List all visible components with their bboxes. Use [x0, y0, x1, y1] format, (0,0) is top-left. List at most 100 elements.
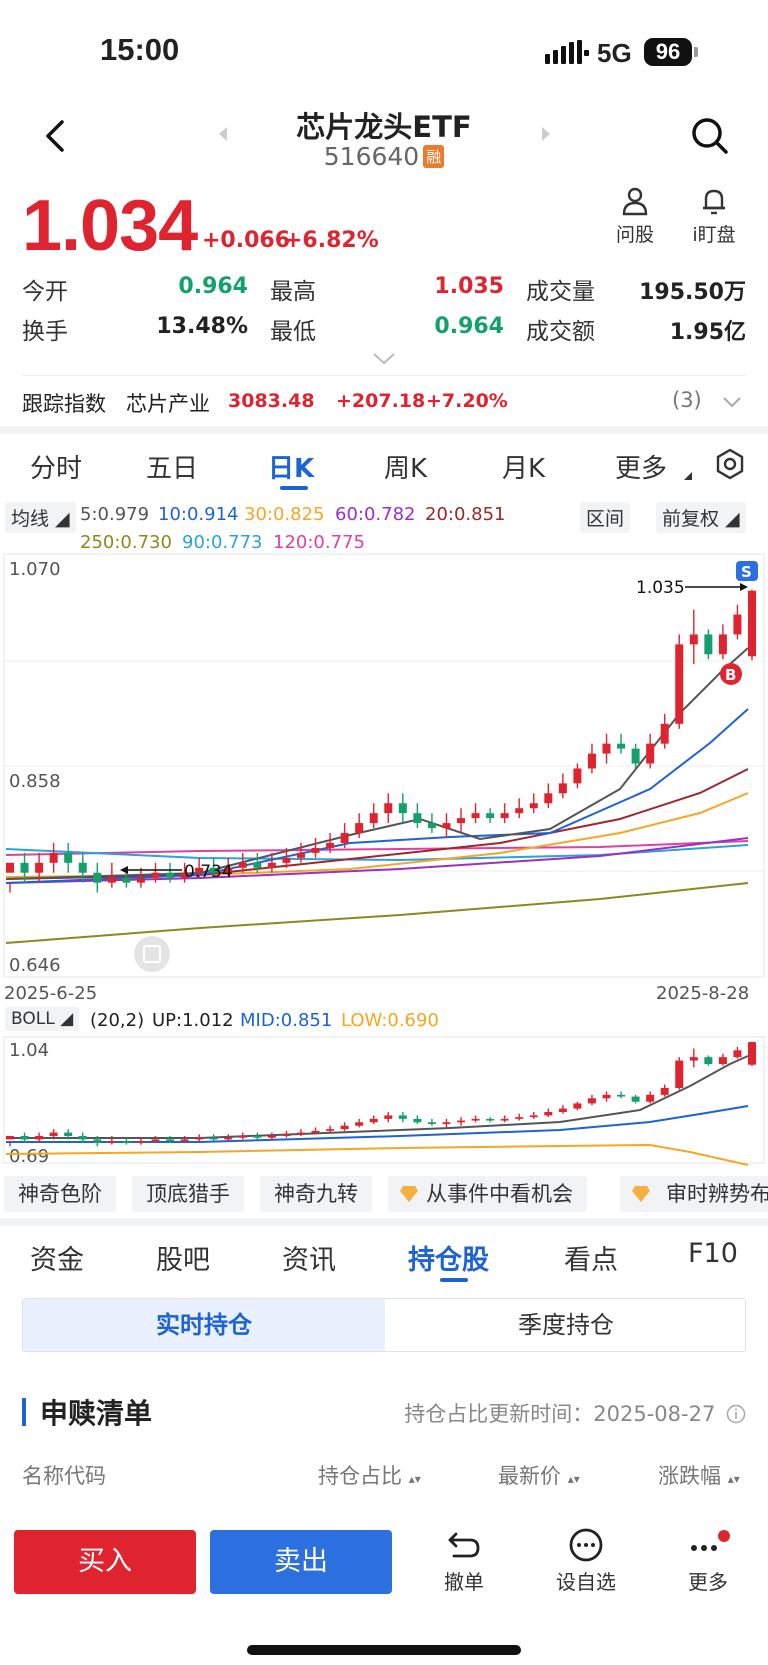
candle-body: [253, 862, 262, 868]
adjust-button[interactable]: 前复权 ◢: [656, 502, 746, 533]
candle-body: [5, 862, 15, 873]
tool-top-bottom[interactable]: 顶底猎手: [132, 1176, 244, 1212]
ask-stock-button[interactable]: 问股: [605, 186, 665, 247]
ma5-line: [5, 647, 749, 880]
kline-chart[interactable]: 1.070 0.858 0.646 1.035 0.734 S B: [0, 553, 768, 980]
price-change-pct: +6.82%: [284, 228, 379, 253]
high-value: 1.035: [434, 274, 504, 299]
col-holding-ratio[interactable]: 持仓占比 ▴▾: [318, 1460, 421, 1490]
boll-candle-body: [558, 1108, 567, 1112]
tab-more[interactable]: 更多: [615, 454, 668, 484]
col-last-price[interactable]: 最新价 ▴▾: [498, 1460, 580, 1490]
candle-body: [224, 867, 233, 873]
ma30-line: [5, 792, 749, 878]
settings-icon[interactable]: [714, 448, 746, 480]
tab-forum[interactable]: 股吧: [156, 1245, 210, 1276]
watch-label: i盯盘: [692, 224, 736, 246]
tab-highlights[interactable]: 看点: [564, 1245, 618, 1276]
ask-stock-icon: [622, 187, 648, 216]
segment-quarterly[interactable]: 季度持仓: [518, 1311, 614, 1339]
candle-body: [617, 743, 626, 749]
bottom-action-bar: 买入 卖出 撤单 设自选 更多: [0, 1518, 768, 1665]
tab-f10[interactable]: F10: [688, 1238, 738, 1269]
boll-candle-body: [442, 1122, 451, 1124]
boll-candle-body: [413, 1118, 422, 1123]
boll-candle-body: [340, 1125, 349, 1130]
tracking-index-name: 芯片产业: [126, 392, 210, 416]
segment-realtime[interactable]: 实时持仓: [23, 1299, 385, 1351]
search-icon[interactable]: [690, 116, 730, 156]
add-watchlist-button[interactable]: 设自选: [546, 1528, 626, 1595]
tracking-label: 跟踪指数: [22, 392, 106, 416]
candle-body: [486, 813, 495, 819]
sell-button[interactable]: 卖出: [210, 1530, 392, 1594]
boll-candle-body: [238, 1136, 247, 1138]
candle-body: [355, 823, 364, 834]
col-change-pct[interactable]: 涨跌幅 ▴▾: [658, 1460, 740, 1490]
cancel-order-button[interactable]: 撤单: [424, 1528, 504, 1595]
y-tick-top: 1.070: [9, 559, 61, 580]
range-button[interactable]: 区间: [580, 502, 631, 533]
draw-tool-icon[interactable]: [134, 936, 170, 972]
boll-candle-body: [267, 1136, 276, 1138]
boll-candle-body: [500, 1118, 509, 1121]
tracking-index-change: +207.18: [336, 390, 426, 412]
tab-holdings[interactable]: 持仓股: [408, 1245, 489, 1276]
tracking-index-pct: +7.20%: [426, 390, 508, 412]
boll-candle-body: [282, 1134, 291, 1136]
low-annotation: 0.734: [184, 862, 233, 882]
tool-trend[interactable]: 审时辨势布: [620, 1176, 768, 1212]
col-name-code: 名称代码: [22, 1464, 106, 1488]
ma-120: 120:0.775: [273, 532, 365, 553]
tab-underline: [440, 1278, 468, 1282]
prev-stock-icon[interactable]: [217, 126, 229, 142]
buy-marker[interactable]: [720, 663, 742, 685]
boll-chart[interactable]: 1.04 0.69: [0, 1036, 768, 1166]
candle-body: [93, 872, 102, 883]
x-start-label: 2025-6-25: [4, 983, 98, 1004]
info-icon[interactable]: [726, 1404, 746, 1424]
boll-candle-body: [529, 1115, 538, 1118]
back-icon[interactable]: [36, 112, 76, 160]
col-last-price-label: 最新价: [498, 1464, 561, 1488]
chevron-down-icon[interactable]: [372, 352, 396, 366]
corner-triangle-icon: [684, 472, 692, 480]
sell-marker[interactable]: [736, 561, 758, 581]
tab-five-day[interactable]: 五日: [146, 454, 199, 484]
candle-body: [398, 803, 407, 814]
high-label: 最高: [270, 279, 316, 305]
tool-color-scale[interactable]: 神奇色阶: [4, 1176, 116, 1212]
turnover-label: 换手: [22, 319, 68, 345]
next-stock-icon[interactable]: [540, 126, 552, 142]
tool-nine-turns[interactable]: 神奇九转: [260, 1176, 372, 1212]
tab-news[interactable]: 资讯: [282, 1245, 336, 1276]
tracking-index-row[interactable]: 跟踪指数 芯片产业 3083.48 +207.18 +7.20% (3): [22, 388, 746, 420]
candle-body: [587, 753, 596, 769]
signal-icon: [545, 40, 589, 64]
buy-button[interactable]: 买入: [14, 1530, 196, 1594]
tool-event-opportunity[interactable]: 从事件中看机会: [388, 1176, 587, 1212]
ma-selector[interactable]: 均线 ◢: [5, 502, 76, 533]
tab-daily-k[interactable]: 日K: [268, 454, 315, 484]
boll-selector[interactable]: BOLL ◢: [5, 1007, 80, 1031]
divider: [22, 375, 746, 376]
candle-body: [660, 723, 669, 744]
tab-monthly-k[interactable]: 月K: [502, 454, 546, 484]
candle-body: [209, 867, 218, 873]
boll-candle-body: [107, 1141, 116, 1143]
candle-body: [49, 852, 58, 863]
boll-candle-body: [35, 1136, 44, 1140]
more-button[interactable]: 更多: [668, 1528, 748, 1595]
watch-button[interactable]: i盯盘: [684, 186, 744, 247]
tab-intraday[interactable]: 分时: [30, 454, 83, 484]
ma90-line: [5, 844, 749, 862]
candle-body: [35, 862, 44, 873]
candle-body: [631, 748, 640, 764]
volume-label: 成交量: [526, 279, 595, 305]
tab-weekly-k[interactable]: 周K: [384, 454, 428, 484]
candles: [5, 589, 757, 893]
tab-funds[interactable]: 资金: [30, 1245, 84, 1276]
candle-body: [107, 877, 116, 883]
add-watchlist-label: 设自选: [556, 1570, 616, 1594]
boll-candle-body: [49, 1132, 58, 1136]
